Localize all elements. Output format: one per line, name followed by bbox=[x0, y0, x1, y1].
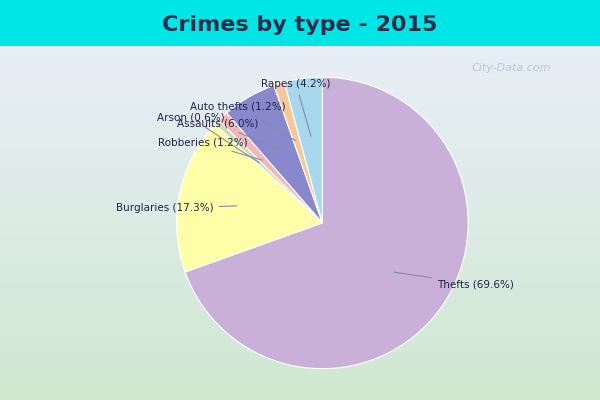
Text: Burglaries (17.3%): Burglaries (17.3%) bbox=[116, 203, 237, 213]
Text: Arson (0.6%): Arson (0.6%) bbox=[157, 113, 259, 163]
Text: Thefts (69.6%): Thefts (69.6%) bbox=[394, 272, 514, 289]
Wedge shape bbox=[185, 77, 468, 369]
Text: Auto thefts (1.2%): Auto thefts (1.2%) bbox=[190, 101, 295, 141]
Wedge shape bbox=[219, 113, 322, 223]
Wedge shape bbox=[284, 77, 322, 223]
Text: City-Data.com: City-Data.com bbox=[472, 62, 551, 72]
Text: Robberies (1.2%): Robberies (1.2%) bbox=[158, 138, 262, 160]
Wedge shape bbox=[176, 124, 322, 272]
Text: Assaults (6.0%): Assaults (6.0%) bbox=[177, 119, 278, 148]
Text: Crimes by type - 2015: Crimes by type - 2015 bbox=[163, 15, 437, 35]
Wedge shape bbox=[215, 120, 322, 223]
Wedge shape bbox=[227, 86, 322, 223]
Wedge shape bbox=[274, 82, 322, 223]
Text: Rapes (4.2%): Rapes (4.2%) bbox=[262, 80, 331, 136]
